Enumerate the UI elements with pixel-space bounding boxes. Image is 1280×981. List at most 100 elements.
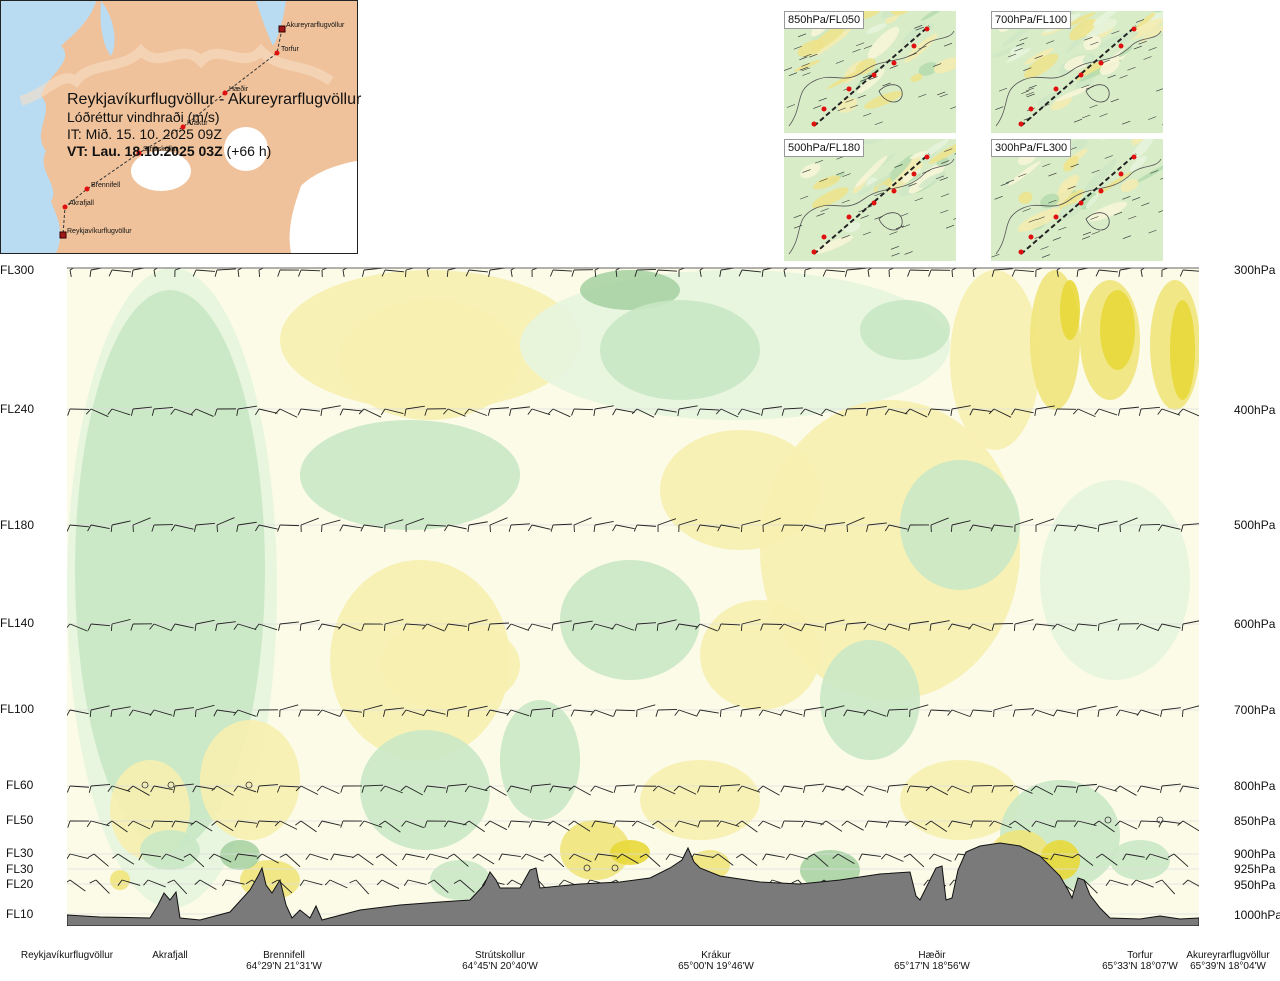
hpa-label-600: 600hPa [1234, 617, 1276, 631]
route-point [62, 204, 68, 210]
route-point-label: Krákur [187, 120, 208, 127]
wind-barb [844, 268, 866, 277]
wind-barb [549, 269, 572, 277]
glacier-hofsjokull [224, 127, 268, 171]
velocity-cell [110, 870, 130, 890]
thumb-300[interactable]: 300hPa/FL300 [991, 139, 1163, 261]
variable-title: Lóðréttur vindhraði (m/s) [67, 109, 220, 125]
title-block: Reykjavíkurflugvöllur - Akureyrarflugvöl… [67, 90, 361, 160]
wind-barb [446, 705, 467, 717]
wind-barb [571, 408, 594, 416]
wind-barb [254, 408, 278, 416]
wind-barb [866, 405, 887, 416]
wind-barb [970, 820, 993, 828]
wind-barb [636, 704, 656, 718]
station-reykjavik: Reykjavíkurflugvöllur [21, 950, 113, 961]
wind-barb [138, 853, 161, 861]
wind-barb [909, 704, 929, 718]
wind-barb [214, 408, 237, 416]
wind-barb [300, 517, 319, 533]
wind-barb [717, 623, 740, 631]
wind-barb [593, 405, 614, 416]
route-point-airport [59, 231, 67, 239]
wind-barb [190, 408, 214, 417]
wind-barb [735, 853, 758, 866]
fjord [100, 1, 115, 56]
thumb-500-label: 500hPa/FL180 [784, 139, 865, 157]
wind-barb [401, 820, 424, 829]
wind-barb [801, 623, 824, 631]
wind-barb [233, 785, 257, 793]
wind-barb [716, 820, 740, 827]
wind-barb [550, 523, 573, 532]
wind-barb [423, 524, 446, 532]
terrain-highlands [19, 43, 334, 106]
wind-barb [1155, 879, 1176, 895]
wind-barb [719, 705, 740, 718]
wind-barb [950, 405, 971, 416]
wind-barb [405, 518, 424, 533]
route-point-label: Akureyrarflugvöllur [286, 22, 345, 29]
thumb-700-label: 700hPa/FL100 [991, 11, 1072, 29]
velocity-cell [1100, 290, 1135, 370]
wind-barb [87, 524, 110, 532]
wind-barb [1182, 879, 1199, 887]
wind-barb [487, 407, 509, 416]
station-name: Brennifell [263, 950, 305, 961]
wind-barb [1095, 269, 1118, 277]
fl-label-100: FL100 [0, 702, 35, 716]
wind-barb [1177, 408, 1199, 417]
station-coord: 64°29'N 21°31'W [246, 961, 322, 972]
wind-barb [425, 853, 449, 861]
wind-barb [161, 853, 184, 862]
station-coord: 65°39'N 18°04'W [1190, 961, 1266, 972]
thumb-500[interactable]: 500hPa/FL180 [784, 139, 956, 261]
wind-barb [841, 820, 864, 831]
wind-barb [297, 408, 320, 416]
thumb-850[interactable]: 850hPa/FL050 [784, 11, 956, 133]
wind-barb [151, 524, 174, 532]
wind-barb [652, 820, 674, 833]
station-name: Akureyrarflugvöllur [1186, 950, 1270, 961]
wind-barb [1181, 620, 1199, 631]
wind-barb [858, 853, 881, 861]
wind-barb [968, 623, 991, 632]
wind-barb [568, 853, 592, 863]
wind-barb [67, 524, 89, 532]
wind-barb [634, 622, 656, 631]
route-map[interactable]: Akureyrarflugvöllur Torfur Hæðir Krákur Strú… [0, 0, 358, 254]
wind-barb [1117, 406, 1139, 416]
wind-barb [339, 709, 362, 717]
wind-barb [1075, 783, 1097, 793]
wind-barb [800, 524, 824, 532]
velocity-cell [900, 760, 1020, 840]
wind-barb [613, 709, 636, 717]
thumb-700[interactable]: 700hPa/FL100 [991, 11, 1163, 133]
station-name: Reykjavíkurflugvöllur [20, 950, 114, 961]
wind-barb [639, 853, 661, 867]
wind-barb [631, 408, 655, 418]
wind-barb [1105, 879, 1129, 886]
wind-barb [551, 620, 572, 631]
wind-barb [1031, 709, 1055, 717]
route-point [180, 124, 186, 130]
wind-barb [886, 783, 908, 793]
wind-barb [594, 268, 601, 278]
sea-west [1, 1, 96, 253]
wind-barb [1157, 524, 1181, 532]
wind-barb [424, 820, 447, 828]
wind-barb [190, 820, 213, 832]
fl-label-300: FL300 [0, 263, 35, 277]
wind-barb [352, 853, 374, 866]
wind-barb [613, 784, 635, 793]
wind-barb [843, 709, 866, 717]
wind-barb [279, 853, 301, 868]
wind-barb [132, 517, 151, 533]
wind-barb [274, 408, 298, 418]
wind-barb [904, 408, 928, 418]
wind-barb [376, 879, 400, 889]
wind-barb [215, 621, 236, 631]
wind-barb [927, 709, 950, 717]
wind-barb [339, 408, 362, 416]
wind-barb [127, 785, 150, 796]
